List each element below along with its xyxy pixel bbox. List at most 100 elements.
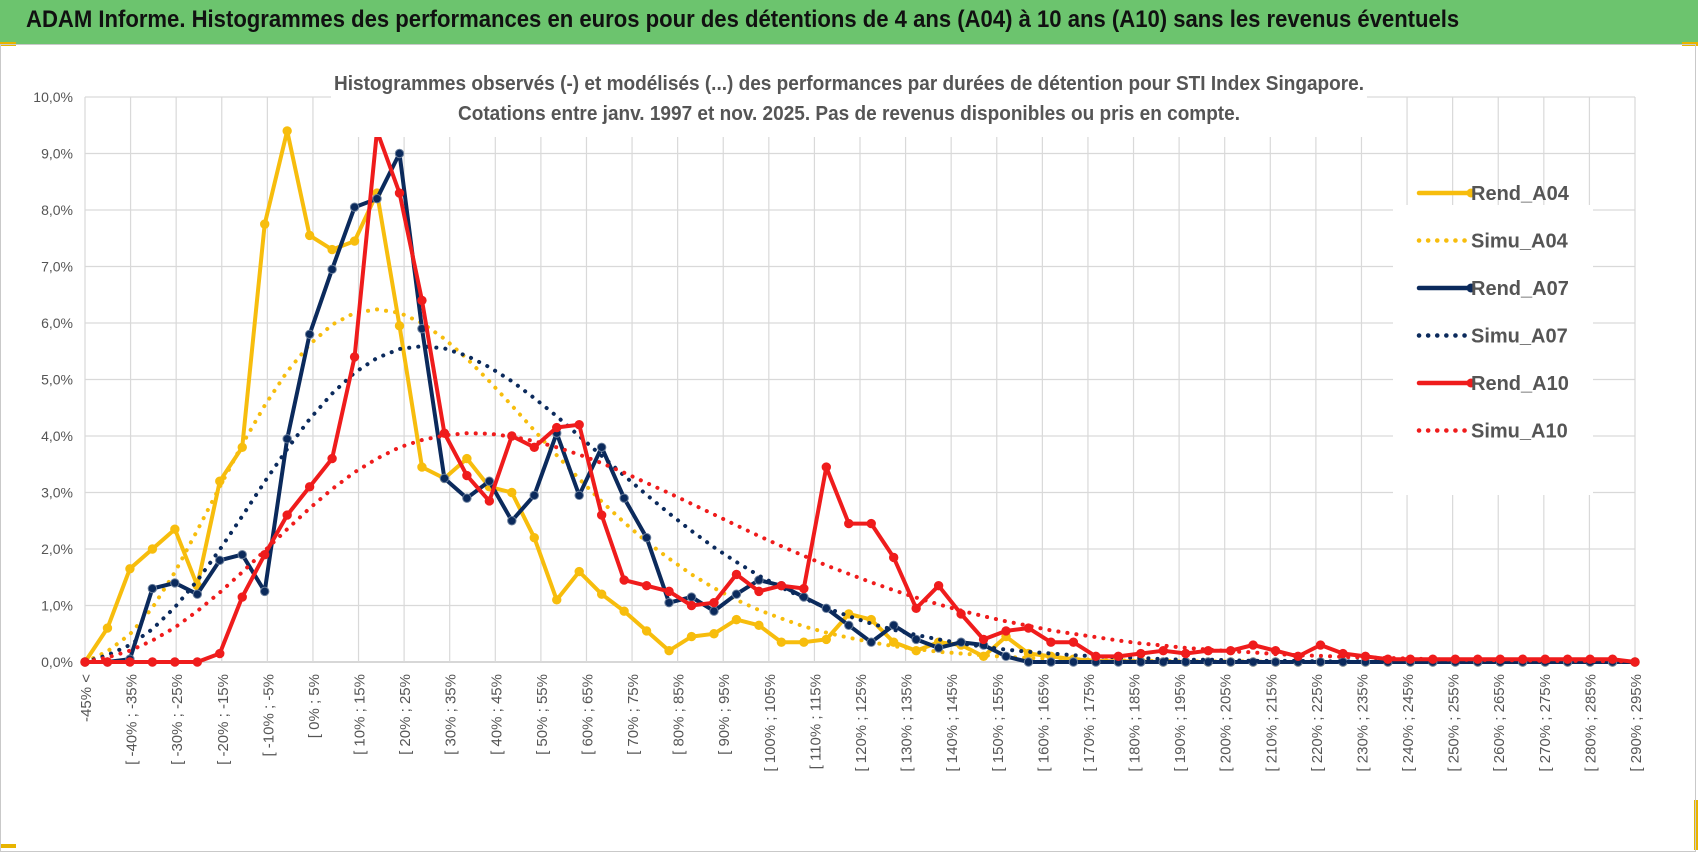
data-point [821,462,832,472]
data-point [641,533,652,543]
x-tick-label: [ 100% ; 105% [762,674,779,772]
data-point [888,552,899,563]
corner-mark-bottom-left [0,844,16,848]
data-point [596,442,607,452]
data-point [799,637,809,647]
legend-marker [1466,188,1476,198]
data-point [529,442,539,452]
data-point [1113,651,1124,662]
data-point [349,236,360,246]
data-point [641,626,652,636]
x-axis-ticks: -45% < [ -40% ; -35% [ -30% ; -25% [ -20% ;… [78,674,1645,772]
data-point [888,637,899,647]
x-tick-label: [ 20% ; 25% [397,674,414,755]
series-line-Simu_A07 [83,344,1637,664]
x-tick-label: [ 240% ; 245% [1400,674,1417,772]
data-point [304,482,315,492]
data-point [619,493,629,503]
data-point [327,244,337,255]
x-tick-label: [ 290% ; 295% [1628,674,1645,772]
data-point [866,518,876,529]
chart-title: Histogrammes observés (-) et modélisés (… [334,73,1364,95]
data-point [911,603,921,614]
data-point [1023,657,1034,667]
data-point [754,586,764,597]
data-point [304,329,315,339]
data-point [484,496,495,506]
data-point [102,657,113,667]
x-tick-label: [ 170% ; 175% [1081,674,1098,772]
x-tick-label: [ 220% ; 225% [1309,674,1326,772]
x-tick-label: [ 120% ; 125% [853,674,870,772]
x-tick-label: [ 210% ; 215% [1263,674,1280,772]
data-point [417,295,427,306]
data-point [529,490,539,501]
data-point [529,533,539,543]
title-background [331,55,1367,137]
data-point [709,629,719,639]
data-point [731,589,742,599]
legend-label: Rend_A07 [1471,278,1569,300]
y-axis-ticks: 0,0% 1,0% 2,0% 3,0% 4,0% 5,0% 6,0% 7,0% 8,0% 9,0%… [33,89,73,670]
x-tick-label: [ 110% ; 115% [807,674,824,769]
page-title: ADAM Informe. Histogrammes des performan… [26,6,1460,33]
data-point [327,453,337,464]
y-tick-label: 7,0% [41,259,73,275]
legend-label: Simu_A04 [1471,231,1569,253]
x-tick-label: -45% < [78,674,95,722]
data-point [596,510,607,520]
legend-label: Rend_A10 [1471,373,1569,395]
chart: 0,0% 1,0% 2,0% 3,0% 4,0% 5,0% 6,0% 7,0% 8,0% 9,0%… [33,55,1645,772]
data-point [1001,651,1011,662]
data-point [170,578,180,588]
y-tick-label: 0,0% [41,654,73,670]
y-tick-label: 3,0% [41,485,73,501]
data-point [933,643,944,653]
x-tick-label: [ 10% ; 15% [352,674,369,755]
y-tick-label: 10,0% [33,89,73,105]
data-point [394,148,405,159]
y-tick-label: 2,0% [41,541,73,557]
series-line-Simu_A04 [83,307,1637,664]
data-point [394,321,405,331]
data-point [349,352,360,362]
data-point [844,620,854,630]
data-point [439,473,450,484]
data-point [327,264,337,275]
data-point [686,631,697,642]
data-point [552,595,562,605]
data-point [1315,640,1326,650]
legend-marker [1466,378,1476,388]
data-point [125,657,135,667]
legend-label: Simu_A07 [1471,326,1568,348]
y-tick-label: 9,0% [41,146,73,162]
x-tick-label: [ 190% ; 195% [1172,674,1189,772]
data-point [462,453,472,464]
data-point [619,606,629,616]
data-point [888,620,899,630]
legend-background [1393,205,1593,495]
data-point [507,516,517,526]
data-point [574,420,584,430]
x-tick-label: [ 60% ; 65% [579,674,596,755]
x-tick-label: [ 0% ; 5% [306,674,323,738]
data-point [260,219,270,229]
data-point [237,592,247,602]
x-tick-label: [ 70% ; 75% [625,674,642,755]
data-point [282,510,292,520]
data-point [709,606,719,616]
data-point [507,487,517,498]
grid-lines [84,96,1636,663]
data-point [686,600,697,611]
data-point [417,462,427,472]
x-tick-label: [ 40% ; 45% [488,674,505,755]
data-point [821,634,832,645]
data-point [170,524,180,534]
data-point [574,566,584,577]
x-tick-label: [ 270% ; 275% [1537,674,1554,772]
x-tick-label: [ -10% ; -5% [260,674,277,757]
data-point [799,583,809,594]
data-point [978,634,989,645]
y-tick-label: 6,0% [41,315,73,331]
data-point [1091,651,1101,662]
